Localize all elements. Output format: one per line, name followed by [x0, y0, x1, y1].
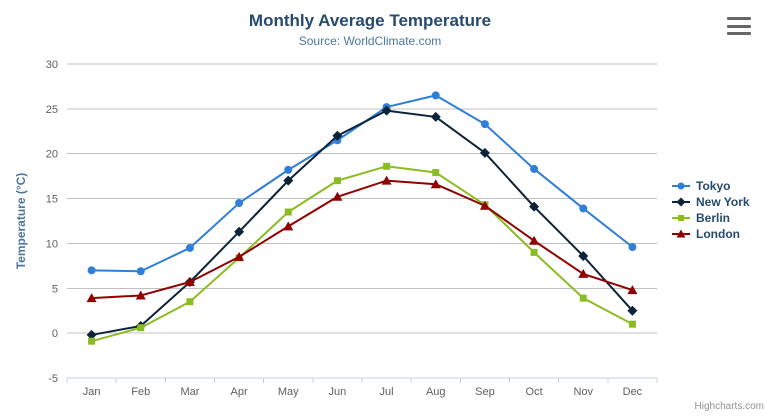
series-london — [86, 175, 638, 303]
y-axis-tick-label: 10 — [46, 238, 58, 250]
x-axis-category-label: Nov — [573, 386, 593, 398]
legend-item-london[interactable]: London — [671, 226, 750, 242]
y-axis-tick-label: 30 — [46, 59, 58, 71]
y-axis-title: Temperature (°C) — [14, 173, 28, 270]
x-axis-category-label: Oct — [526, 386, 543, 398]
x-axis-category-label: Jan — [83, 386, 101, 398]
export-menu-button[interactable] — [725, 15, 753, 37]
legend-label-london: London — [696, 227, 740, 241]
y-axis-tick-label: -5 — [48, 373, 58, 385]
hamburger-menu-icon — [727, 17, 751, 20]
legend: Tokyo New York Berlin London — [671, 178, 750, 242]
x-axis-category-label: Sep — [475, 386, 495, 398]
chart-title: Monthly Average Temperature — [248, 11, 492, 30]
highcharts-credits-link[interactable]: Highcharts.com — [694, 401, 764, 412]
x-axis-category-label: Jun — [329, 386, 347, 398]
y-axis-tick-label: 15 — [46, 194, 58, 206]
chart-subtitle: Source: WorldClimate.com — [298, 34, 442, 48]
legend-marker-circle-icon — [672, 182, 690, 190]
y-axis-tick-label: 25 — [46, 104, 58, 116]
x-axis-category-label: Dec — [623, 386, 643, 398]
legend-item-berlin[interactable]: Berlin — [671, 210, 750, 226]
x-axis-category-label: Aug — [426, 386, 446, 398]
x-axis-category-label: Jul — [380, 386, 394, 398]
legend-label-berlin: Berlin — [696, 211, 731, 225]
legend-marker-triangle-icon — [672, 229, 690, 238]
x-axis-category-label: Mar — [180, 386, 199, 398]
legend-label-tokyo: Tokyo — [696, 179, 731, 193]
y-axis-tick-label: 5 — [52, 283, 58, 295]
series-new-york — [86, 105, 638, 340]
legend-marker-diamond-icon — [672, 197, 690, 207]
legend-item-new-york[interactable]: New York — [671, 194, 750, 210]
x-axis-category-label: Feb — [131, 386, 150, 398]
legend-marker-square-icon — [672, 215, 690, 221]
y-axis-tick-label: 0 — [52, 328, 58, 340]
legend-item-tokyo[interactable]: Tokyo — [671, 178, 750, 194]
x-axis-category-label: May — [278, 386, 299, 398]
series-tokyo — [87, 91, 637, 276]
legend-label-new-york: New York — [696, 195, 750, 209]
x-axis-category-label: Apr — [231, 386, 248, 398]
y-axis-tick-label: 20 — [46, 149, 58, 161]
